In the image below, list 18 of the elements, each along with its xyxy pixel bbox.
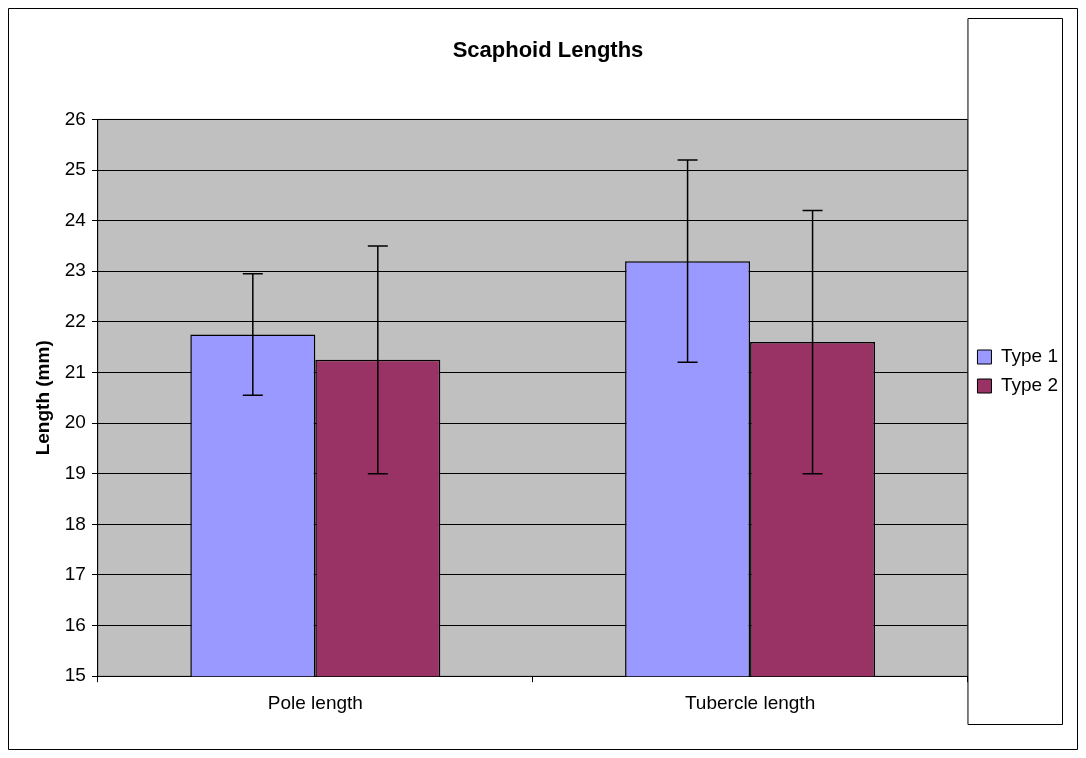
legend-label: Type 2 bbox=[1000, 374, 1059, 396]
legend-label: Type 1 bbox=[1000, 345, 1059, 367]
y-axis-title: Length (mm) bbox=[31, 340, 53, 456]
y-tick-label: 17 bbox=[64, 563, 86, 585]
y-tick-label: 24 bbox=[64, 208, 87, 230]
y-tick-label: 16 bbox=[64, 613, 86, 635]
y-tick-label: 22 bbox=[64, 310, 86, 332]
y-tick-label: 18 bbox=[64, 512, 86, 534]
y-tick-label: 23 bbox=[64, 259, 86, 281]
y-tick-label: 20 bbox=[64, 411, 86, 433]
chart-title: Scaphoid Lengths bbox=[452, 37, 644, 63]
y-tick-label: 25 bbox=[64, 158, 86, 180]
x-tick-label: Pole length bbox=[267, 691, 363, 713]
y-tick-label: 15 bbox=[64, 664, 86, 686]
y-tick-label: 21 bbox=[64, 360, 86, 382]
x-tick-label: Tubercle length bbox=[684, 691, 816, 713]
y-tick-label: 19 bbox=[64, 461, 86, 483]
y-tick-label: 26 bbox=[64, 107, 86, 129]
